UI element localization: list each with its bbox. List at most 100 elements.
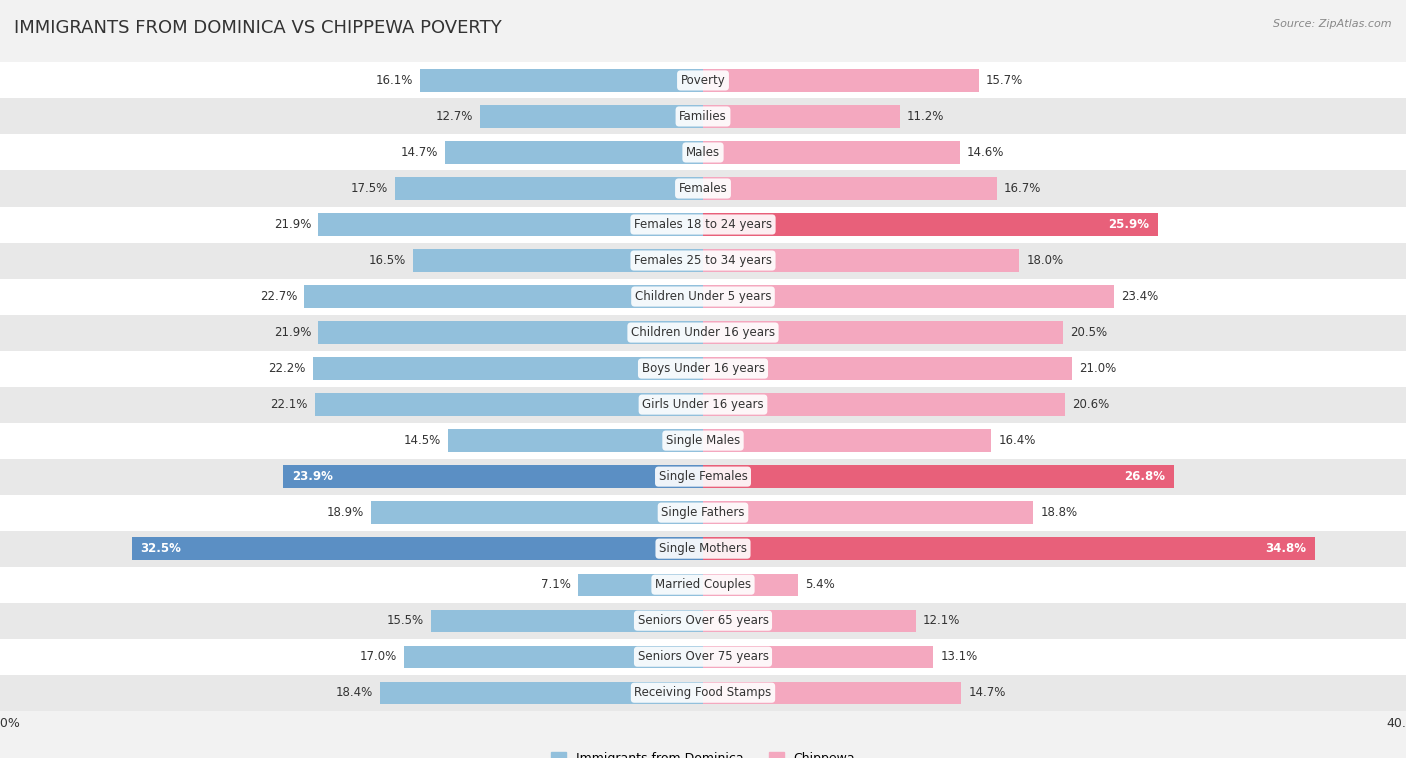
- Bar: [371, 502, 703, 524]
- Bar: [0, 423, 1406, 459]
- Bar: [703, 69, 979, 92]
- Text: 13.1%: 13.1%: [941, 650, 977, 663]
- Bar: [703, 358, 1073, 380]
- Bar: [0, 134, 1406, 171]
- Text: 25.9%: 25.9%: [1108, 218, 1150, 231]
- Bar: [703, 609, 915, 632]
- Bar: [0, 171, 1406, 206]
- Bar: [703, 681, 962, 704]
- Bar: [0, 99, 1406, 134]
- Bar: [703, 105, 900, 127]
- Bar: [0, 350, 1406, 387]
- Bar: [703, 249, 1019, 271]
- Text: 16.5%: 16.5%: [368, 254, 406, 267]
- Bar: [315, 393, 703, 415]
- Bar: [132, 537, 703, 560]
- Bar: [703, 177, 997, 199]
- Text: 23.4%: 23.4%: [1122, 290, 1159, 303]
- Bar: [703, 502, 1033, 524]
- Text: 18.8%: 18.8%: [1040, 506, 1077, 519]
- Text: 16.4%: 16.4%: [998, 434, 1036, 447]
- Bar: [0, 531, 1406, 567]
- Bar: [405, 646, 703, 668]
- Bar: [0, 278, 1406, 315]
- Bar: [703, 285, 1114, 308]
- Bar: [413, 249, 703, 271]
- Text: 15.7%: 15.7%: [986, 74, 1024, 87]
- Text: Children Under 5 years: Children Under 5 years: [634, 290, 772, 303]
- Text: 18.4%: 18.4%: [336, 686, 373, 699]
- Text: Single Females: Single Females: [658, 470, 748, 483]
- Bar: [703, 430, 991, 452]
- Text: 17.0%: 17.0%: [360, 650, 398, 663]
- Text: 20.6%: 20.6%: [1073, 398, 1109, 411]
- Bar: [314, 358, 703, 380]
- Bar: [0, 603, 1406, 639]
- Text: 14.7%: 14.7%: [969, 686, 1005, 699]
- Bar: [0, 206, 1406, 243]
- Text: Single Males: Single Males: [666, 434, 740, 447]
- Text: Poverty: Poverty: [681, 74, 725, 87]
- Text: 12.1%: 12.1%: [922, 614, 960, 627]
- Text: Girls Under 16 years: Girls Under 16 years: [643, 398, 763, 411]
- Text: 22.7%: 22.7%: [260, 290, 297, 303]
- Text: Single Mothers: Single Mothers: [659, 542, 747, 555]
- Text: 21.9%: 21.9%: [274, 218, 311, 231]
- Text: Females: Females: [679, 182, 727, 195]
- Text: Seniors Over 65 years: Seniors Over 65 years: [637, 614, 769, 627]
- Text: Source: ZipAtlas.com: Source: ZipAtlas.com: [1274, 19, 1392, 29]
- Bar: [0, 243, 1406, 278]
- Text: 7.1%: 7.1%: [541, 578, 571, 591]
- Text: 26.8%: 26.8%: [1125, 470, 1166, 483]
- Text: Families: Families: [679, 110, 727, 123]
- Text: 18.0%: 18.0%: [1026, 254, 1063, 267]
- Text: 32.5%: 32.5%: [141, 542, 181, 555]
- Bar: [0, 387, 1406, 423]
- Text: 5.4%: 5.4%: [804, 578, 835, 591]
- Text: Females 25 to 34 years: Females 25 to 34 years: [634, 254, 772, 267]
- Bar: [0, 459, 1406, 495]
- Text: Single Fathers: Single Fathers: [661, 506, 745, 519]
- Bar: [283, 465, 703, 488]
- Bar: [479, 105, 703, 127]
- Text: Children Under 16 years: Children Under 16 years: [631, 326, 775, 339]
- Text: 14.6%: 14.6%: [967, 146, 1004, 159]
- Text: 34.8%: 34.8%: [1265, 542, 1306, 555]
- Text: 12.7%: 12.7%: [436, 110, 472, 123]
- Bar: [0, 495, 1406, 531]
- Text: 21.9%: 21.9%: [274, 326, 311, 339]
- Text: 14.5%: 14.5%: [404, 434, 441, 447]
- Bar: [703, 321, 1063, 343]
- Text: 16.7%: 16.7%: [1004, 182, 1040, 195]
- Bar: [304, 285, 703, 308]
- Bar: [395, 177, 703, 199]
- Text: Boys Under 16 years: Boys Under 16 years: [641, 362, 765, 375]
- Bar: [318, 213, 703, 236]
- Text: 21.0%: 21.0%: [1080, 362, 1116, 375]
- Bar: [703, 393, 1066, 415]
- Text: Females 18 to 24 years: Females 18 to 24 years: [634, 218, 772, 231]
- Text: 18.9%: 18.9%: [326, 506, 364, 519]
- Bar: [578, 574, 703, 596]
- Text: Married Couples: Married Couples: [655, 578, 751, 591]
- Bar: [444, 141, 703, 164]
- Text: 23.9%: 23.9%: [292, 470, 333, 483]
- Bar: [0, 315, 1406, 350]
- Bar: [703, 646, 934, 668]
- Text: 14.7%: 14.7%: [401, 146, 437, 159]
- Text: 22.2%: 22.2%: [269, 362, 307, 375]
- Bar: [703, 213, 1159, 236]
- Bar: [703, 537, 1315, 560]
- Legend: Immigrants from Dominica, Chippewa: Immigrants from Dominica, Chippewa: [551, 752, 855, 758]
- Text: 22.1%: 22.1%: [270, 398, 308, 411]
- Text: 15.5%: 15.5%: [387, 614, 423, 627]
- Bar: [703, 465, 1174, 488]
- Bar: [318, 321, 703, 343]
- Bar: [0, 639, 1406, 675]
- Text: Seniors Over 75 years: Seniors Over 75 years: [637, 650, 769, 663]
- Text: 16.1%: 16.1%: [375, 74, 413, 87]
- Text: 11.2%: 11.2%: [907, 110, 945, 123]
- Bar: [0, 675, 1406, 711]
- Bar: [420, 69, 703, 92]
- Text: Receiving Food Stamps: Receiving Food Stamps: [634, 686, 772, 699]
